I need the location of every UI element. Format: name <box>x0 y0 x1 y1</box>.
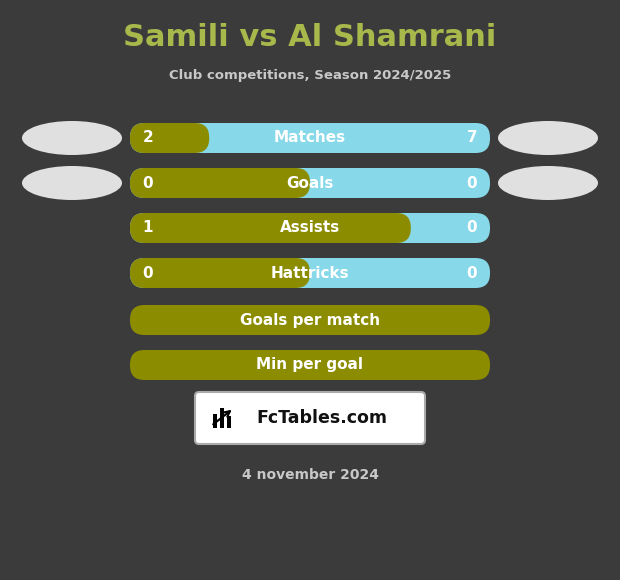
Text: 0: 0 <box>143 266 153 281</box>
FancyBboxPatch shape <box>130 350 490 380</box>
FancyBboxPatch shape <box>130 213 411 243</box>
Ellipse shape <box>498 121 598 155</box>
Bar <box>227 416 231 428</box>
Text: Hattricks: Hattricks <box>271 266 349 281</box>
FancyBboxPatch shape <box>130 305 490 335</box>
Text: Club competitions, Season 2024/2025: Club competitions, Season 2024/2025 <box>169 68 451 82</box>
Text: 0: 0 <box>467 220 477 235</box>
Bar <box>213 414 217 428</box>
Text: Assists: Assists <box>280 220 340 235</box>
Text: 2: 2 <box>143 130 153 146</box>
Bar <box>220 408 224 428</box>
Text: 1: 1 <box>143 220 153 235</box>
FancyBboxPatch shape <box>195 392 425 444</box>
Text: Min per goal: Min per goal <box>257 357 363 372</box>
Text: Goals per match: Goals per match <box>240 313 380 328</box>
Text: Samili vs Al Shamrani: Samili vs Al Shamrani <box>123 24 497 53</box>
FancyBboxPatch shape <box>130 123 490 153</box>
Text: 7: 7 <box>467 130 477 146</box>
FancyBboxPatch shape <box>130 168 310 198</box>
Text: 0: 0 <box>143 176 153 190</box>
FancyBboxPatch shape <box>130 213 490 243</box>
Text: Matches: Matches <box>274 130 346 146</box>
FancyBboxPatch shape <box>130 123 209 153</box>
Text: Goals: Goals <box>286 176 334 190</box>
Ellipse shape <box>22 166 122 200</box>
Text: 0: 0 <box>467 176 477 190</box>
FancyBboxPatch shape <box>130 258 490 288</box>
Text: 4 november 2024: 4 november 2024 <box>242 468 378 482</box>
FancyBboxPatch shape <box>130 168 490 198</box>
Text: FcTables.com: FcTables.com <box>257 409 388 427</box>
Text: 0: 0 <box>467 266 477 281</box>
Ellipse shape <box>22 121 122 155</box>
FancyBboxPatch shape <box>130 258 310 288</box>
Ellipse shape <box>498 166 598 200</box>
